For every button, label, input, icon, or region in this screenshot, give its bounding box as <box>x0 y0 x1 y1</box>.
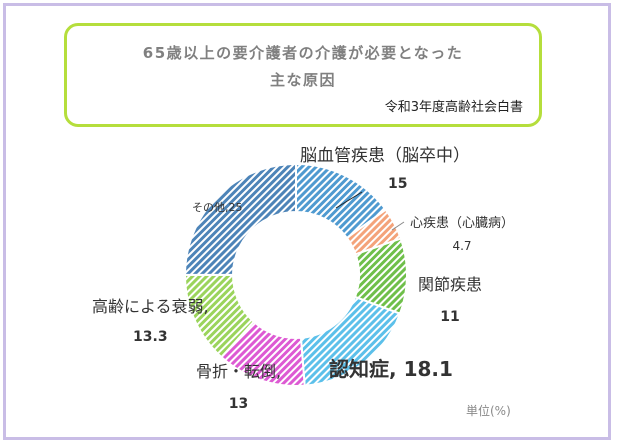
label-dementia-value: 18.1 <box>403 357 453 381</box>
chart-title-line-2: 主な原因 <box>269 71 336 89</box>
label-frailty: 高齢による衰弱, 13.3 <box>92 297 209 347</box>
leader-line-cerebrovascular <box>335 191 363 209</box>
label-other: その他,25 <box>192 201 243 215</box>
slice-other <box>183 162 297 276</box>
unit-label: 単位(%) <box>466 404 511 418</box>
label-frailty-value: 13.3 <box>133 329 168 345</box>
label-other-name: その他, <box>192 201 229 214</box>
label-fracture: 骨折・転倒, 13 <box>196 362 281 414</box>
label-dementia: 認知症, 18.1 <box>329 356 453 382</box>
chart-title: 65歳以上の要介護者の介護が必要となった 主な原因 <box>67 40 539 94</box>
label-fracture-value: 13 <box>228 396 249 412</box>
chart-source: 令和3年度高齢社会白書 <box>384 100 523 115</box>
label-joint-value: 11 <box>440 309 460 325</box>
label-cerebrovascular-value: 15 <box>388 176 408 192</box>
label-dementia-name: 認知症, <box>329 357 397 381</box>
label-heart-name: 心疾患（心臓病） <box>410 216 515 231</box>
label-joint: 関節疾患 11 <box>418 275 482 327</box>
label-heart-value: 4.7 <box>452 239 472 253</box>
label-cerebrovascular: 脳血管疾患（脳卒中） 15 <box>300 145 470 195</box>
label-cerebrovascular-name: 脳血管疾患（脳卒中） <box>300 146 470 166</box>
label-other-value: 25 <box>228 201 243 214</box>
label-fracture-name: 骨折・転倒, <box>196 362 282 381</box>
label-heart: 心疾患（心臓病） 4.7 <box>410 215 514 255</box>
leader-line-heart <box>391 221 405 231</box>
label-joint-name: 関節疾患 <box>418 275 483 294</box>
title-box: 65歳以上の要介護者の介護が必要となった 主な原因 令和3年度高齢社会白書 <box>64 23 542 127</box>
chart-title-line-1: 65歳以上の要介護者の介護が必要となった <box>142 44 464 62</box>
label-frailty-name: 高齢による衰弱, <box>92 297 209 316</box>
